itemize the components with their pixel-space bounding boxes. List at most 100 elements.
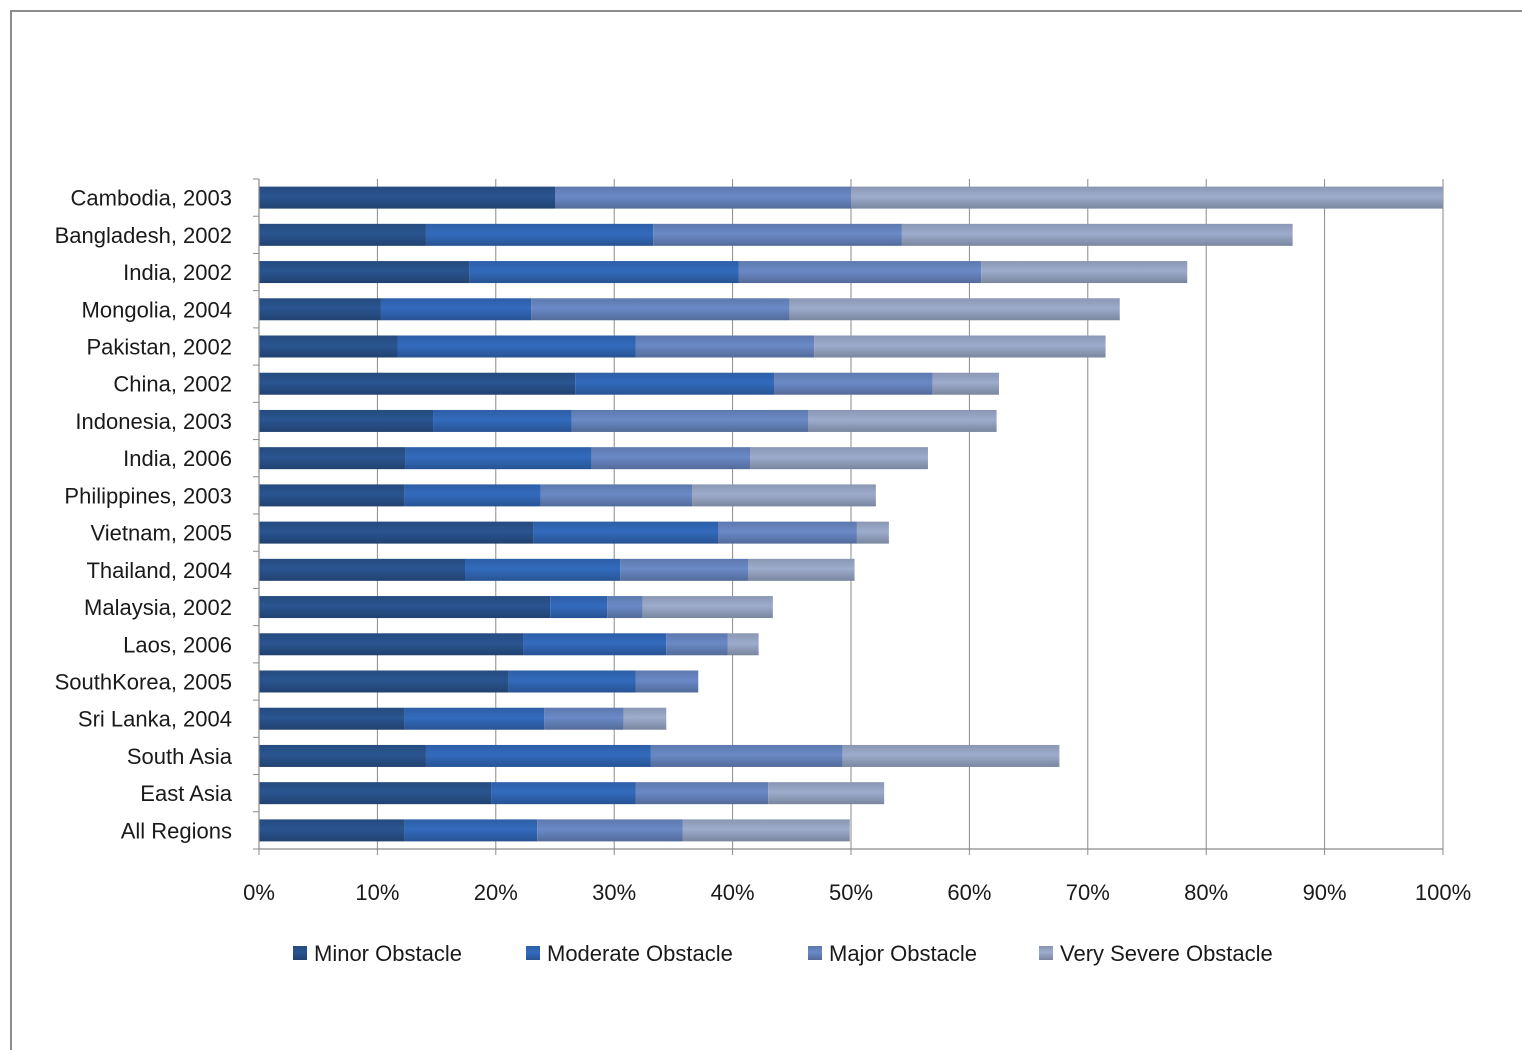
x-tick-label: 100%	[1415, 880, 1471, 905]
legend: Minor Obstacle Moderate Obstacle Major Obs…	[293, 941, 1273, 966]
bar-segment	[404, 819, 538, 842]
category-label: Vietnam, 2005	[91, 521, 232, 546]
bar-segment	[642, 596, 773, 619]
x-tick-label: 70%	[1066, 880, 1110, 905]
bar-segment	[259, 782, 492, 805]
bar-segment	[397, 335, 636, 358]
bar-segment	[540, 484, 693, 507]
category-label: East Asia	[140, 781, 232, 806]
bar-segment	[259, 707, 405, 730]
bar-segment	[575, 372, 775, 395]
category-label: India, 2002	[123, 260, 232, 285]
bar-segment	[738, 261, 982, 284]
bar-segment	[747, 558, 855, 581]
bar-segment	[774, 372, 933, 395]
bar-segment	[380, 298, 532, 321]
x-tick-label: 90%	[1303, 880, 1347, 905]
legend-swatch	[293, 946, 307, 960]
bars	[259, 186, 1443, 842]
bar-segment	[591, 447, 751, 470]
gridlines	[376, 179, 1444, 849]
bar-segment	[259, 298, 381, 321]
category-label: Sri Lanka, 2004	[78, 707, 232, 732]
bar-segment	[555, 186, 851, 209]
bar-segment	[682, 819, 850, 842]
bar-segment	[932, 372, 999, 395]
bar-segment	[808, 409, 997, 432]
bar-segment	[425, 223, 654, 246]
legend-swatch	[808, 946, 822, 960]
bar-segment	[635, 782, 769, 805]
bar-segment	[259, 819, 405, 842]
category-label: Thailand, 2004	[86, 558, 232, 583]
category-label: Malaysia, 2002	[84, 595, 232, 620]
bar-segment	[259, 633, 524, 656]
bar-segment	[718, 521, 857, 544]
bar-segment	[623, 707, 667, 730]
bar-segment	[981, 261, 1188, 284]
bar-segment	[405, 447, 592, 470]
bar-segment	[635, 335, 815, 358]
axes	[253, 178, 1444, 855]
category-label: Mongolia, 2004	[82, 297, 232, 322]
bar-segment	[259, 596, 551, 619]
x-tick-label: 60%	[947, 880, 991, 905]
labels: 0% 10% 20% 30% 40% 50% 60% 70% 80% 90% 100% Cambodi…	[55, 186, 1472, 905]
legend-label: Major Obstacle	[829, 941, 977, 966]
bar-segment	[469, 261, 739, 284]
bar-segment	[666, 633, 728, 656]
bar-segment	[259, 372, 576, 395]
bar-segment	[856, 521, 889, 544]
bar-segment	[531, 298, 790, 321]
category-label: Bangladesh, 2002	[55, 223, 232, 248]
bar-segment	[465, 558, 621, 581]
bar-segment	[727, 633, 759, 656]
x-tick-label: 30%	[592, 880, 636, 905]
bar-segment	[425, 744, 651, 767]
x-tick-label: 10%	[355, 880, 399, 905]
bar-segment	[259, 261, 470, 284]
bar-segment	[523, 633, 667, 656]
bar-segment	[692, 484, 876, 507]
bar-segment	[404, 484, 541, 507]
category-label: All Regions	[121, 818, 232, 843]
bar-segment	[491, 782, 636, 805]
bar-segment	[259, 558, 466, 581]
bar-segment	[259, 447, 406, 470]
bar-segment	[533, 521, 719, 544]
bar-segment	[653, 223, 902, 246]
x-tick-label: 20%	[474, 880, 518, 905]
bar-segment	[650, 744, 843, 767]
legend-label: Minor Obstacle	[314, 941, 462, 966]
chart-frame	[10, 10, 1522, 1050]
bar-segment	[259, 484, 405, 507]
bar-segment	[901, 223, 1293, 246]
bar-segment	[544, 707, 624, 730]
legend-swatch	[1039, 946, 1053, 960]
bar-segment	[259, 521, 534, 544]
category-label: China, 2002	[113, 372, 232, 397]
category-label: India, 2006	[123, 446, 232, 471]
bar-segment	[259, 223, 426, 246]
bar-segment	[537, 819, 683, 842]
category-label: Pakistan, 2002	[86, 335, 232, 360]
x-tick-label: 50%	[829, 880, 873, 905]
legend-swatch	[526, 946, 540, 960]
bar-segment	[259, 409, 434, 432]
bar-segment	[259, 186, 555, 209]
category-label: Philippines, 2003	[64, 483, 232, 508]
category-label: Cambodia, 2003	[71, 186, 232, 211]
bar-segment	[814, 335, 1106, 358]
bar-segment	[571, 409, 809, 432]
bar-segment	[607, 596, 643, 619]
bar-segment	[259, 335, 398, 358]
bar-segment	[550, 596, 608, 619]
bar-segment	[851, 186, 1443, 209]
bar-segment	[259, 744, 426, 767]
bar-segment	[259, 670, 509, 693]
bar-segment	[768, 782, 885, 805]
category-label: Laos, 2006	[123, 632, 232, 657]
category-label: South Asia	[127, 744, 233, 769]
bar-segment	[433, 409, 572, 432]
